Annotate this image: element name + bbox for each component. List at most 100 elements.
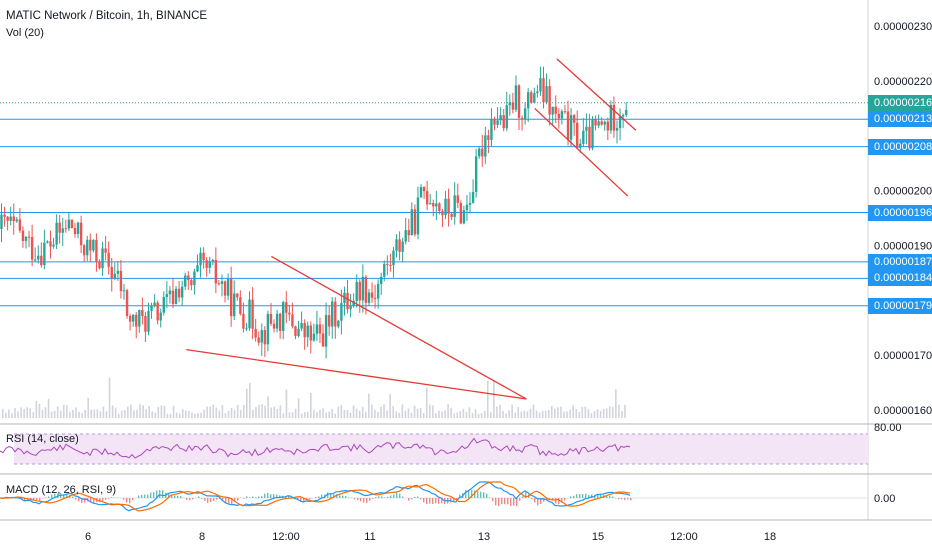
macd-histogram-bar xyxy=(237,498,238,501)
volume-bar xyxy=(432,405,434,418)
volume-bar xyxy=(444,410,446,418)
candle-body xyxy=(221,281,223,284)
candle-body xyxy=(383,264,385,277)
volume-bar xyxy=(270,407,272,418)
macd-histogram-bar xyxy=(270,494,271,498)
candle-body xyxy=(172,291,174,304)
volume-bar xyxy=(438,411,440,418)
candle-body xyxy=(466,205,468,210)
macd-histogram-bar xyxy=(573,496,574,498)
price-tick-label: 0.00000200 xyxy=(874,186,932,198)
macd-histogram-bar xyxy=(204,498,205,501)
candle-body xyxy=(156,303,158,321)
candle-body xyxy=(582,131,584,144)
volume-bar xyxy=(322,408,324,418)
macd-histogram-bar xyxy=(618,498,619,499)
candle-body xyxy=(515,85,517,109)
volume-bar xyxy=(87,398,89,418)
volume-bar xyxy=(578,412,580,418)
macd-histogram-bar xyxy=(84,498,85,503)
candle-body xyxy=(622,115,624,116)
volume-bar xyxy=(237,405,239,418)
volume-bar xyxy=(417,409,419,418)
volume-bar xyxy=(420,408,422,418)
candle-body xyxy=(92,240,94,251)
macd-histogram-bar xyxy=(393,495,394,498)
candle-body xyxy=(389,265,391,266)
macd-histogram-bar xyxy=(78,498,79,501)
volume-bar xyxy=(84,410,86,418)
macd-histogram-bar xyxy=(369,498,370,501)
macd-histogram-bar xyxy=(579,494,580,498)
candle-body xyxy=(619,116,621,128)
candle-body xyxy=(126,290,128,316)
candle-body xyxy=(49,241,51,246)
volume-bar xyxy=(69,412,71,418)
volume-bar xyxy=(151,411,153,418)
macd-histogram-bar xyxy=(261,496,262,498)
macd-histogram-bar xyxy=(141,495,142,498)
candle-body xyxy=(160,313,162,321)
volume-bar xyxy=(545,411,547,418)
candle-body xyxy=(193,271,195,285)
macd-histogram-bar xyxy=(534,498,535,502)
candle-body xyxy=(62,228,64,232)
volume-bar xyxy=(289,412,291,418)
candle-body xyxy=(107,253,109,267)
volume-bar xyxy=(133,410,135,418)
macd-histogram-bar xyxy=(339,495,340,498)
candle-body xyxy=(58,223,60,233)
candle-body xyxy=(163,297,165,313)
candle-body xyxy=(386,264,388,265)
volume-bar xyxy=(182,409,184,418)
volume-bar xyxy=(155,412,157,418)
candle-body xyxy=(19,219,21,230)
volume-bar xyxy=(301,414,303,418)
volume-bar xyxy=(60,410,62,418)
candle-body xyxy=(558,114,560,119)
volume-bar xyxy=(481,413,483,418)
candle-body xyxy=(202,253,204,261)
candle-body xyxy=(273,324,275,329)
candle-body xyxy=(65,228,67,229)
volume-bar xyxy=(179,413,181,418)
volume-bar xyxy=(441,412,443,418)
macd-histogram-bar xyxy=(174,496,175,498)
candle-body xyxy=(166,294,168,297)
candle-body xyxy=(25,237,27,241)
volume-bar xyxy=(100,411,102,418)
macd-histogram-bar xyxy=(180,496,181,498)
volume-bar xyxy=(338,407,340,418)
candle-body xyxy=(288,313,290,315)
volume-bar xyxy=(475,409,477,418)
macd-histogram-bar xyxy=(522,496,523,498)
macd-histogram-bar xyxy=(159,490,160,498)
candle-body xyxy=(43,243,45,265)
volume-bar xyxy=(563,411,565,418)
volume-bar xyxy=(127,407,129,418)
candle-body xyxy=(291,314,293,326)
volume-bar xyxy=(548,410,550,418)
volume-bar xyxy=(423,413,425,418)
volume-label: Vol (20) xyxy=(6,27,44,39)
volume-bar xyxy=(533,405,535,418)
candle-body xyxy=(487,135,489,140)
level-tag: 0.00000179 xyxy=(868,298,932,314)
level-tag: 0.00000184 xyxy=(868,270,932,286)
volume-bar xyxy=(94,410,96,418)
volume-bar xyxy=(240,410,242,418)
volume-bar xyxy=(194,414,196,418)
candle-body xyxy=(472,192,474,203)
volume-bar xyxy=(371,405,373,418)
macd-histogram-bar xyxy=(48,496,49,498)
volume-bar xyxy=(307,412,309,418)
candle-body xyxy=(576,123,578,148)
volume-bar xyxy=(228,411,230,418)
candle-body xyxy=(408,230,410,235)
volume-bar xyxy=(350,413,352,418)
candle-body xyxy=(123,290,125,291)
volume-bar xyxy=(48,399,50,418)
candle-body xyxy=(254,329,256,338)
